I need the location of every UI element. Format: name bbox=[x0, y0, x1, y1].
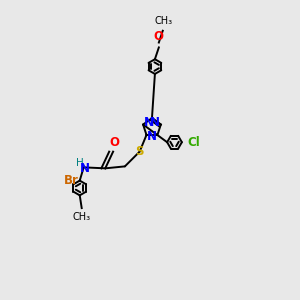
Text: O: O bbox=[109, 136, 119, 149]
Text: N: N bbox=[147, 130, 157, 143]
Text: Br: Br bbox=[63, 174, 78, 187]
Text: S: S bbox=[135, 145, 144, 158]
Text: Cl: Cl bbox=[188, 136, 200, 149]
Text: H: H bbox=[76, 158, 84, 168]
Text: CH₃: CH₃ bbox=[73, 212, 91, 222]
Text: CH₃: CH₃ bbox=[155, 16, 173, 26]
Text: N: N bbox=[144, 116, 154, 129]
Text: N: N bbox=[80, 162, 90, 175]
Text: O: O bbox=[154, 29, 164, 43]
Text: N: N bbox=[150, 116, 160, 129]
